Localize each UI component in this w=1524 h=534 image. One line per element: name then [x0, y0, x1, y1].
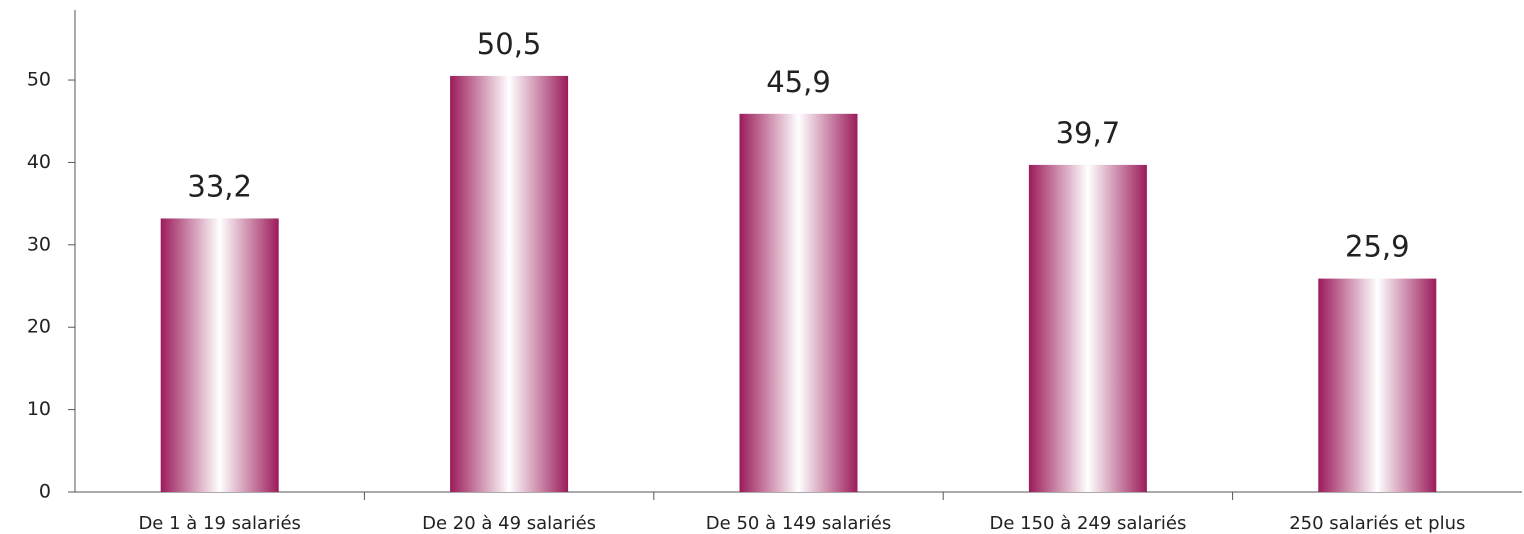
x-tick-label: De 150 à 249 salariés — [989, 513, 1186, 534]
y-tick-label: 20 — [27, 316, 51, 338]
value-label: 50,5 — [477, 27, 542, 61]
y-tick-label: 50 — [27, 69, 51, 91]
x-tick-label: De 20 à 49 salariés — [422, 513, 596, 534]
value-label: 25,9 — [1345, 230, 1410, 264]
x-tick-label: 250 salariés et plus — [1289, 513, 1465, 534]
bar — [1318, 278, 1437, 492]
y-tick-label: 30 — [27, 233, 51, 255]
y-tick-label: 10 — [27, 398, 51, 420]
x-tick-label: De 1 à 19 salariés — [138, 513, 301, 534]
bar — [1028, 164, 1147, 492]
bar — [739, 113, 858, 493]
y-tick-label: 0 — [39, 481, 51, 503]
x-tick-label: De 50 à 149 salariés — [706, 513, 891, 534]
bar — [450, 75, 569, 493]
value-label: 45,9 — [766, 65, 831, 99]
y-tick-label: 40 — [27, 151, 51, 173]
value-label: 33,2 — [187, 169, 252, 203]
value-label: 39,7 — [1056, 116, 1121, 150]
bar — [160, 218, 279, 492]
